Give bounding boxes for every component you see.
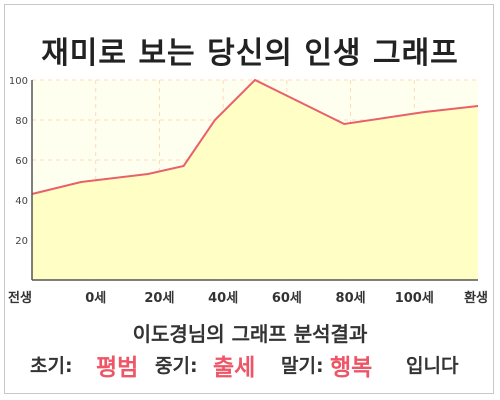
y-tick-label: 20 — [15, 236, 28, 247]
late-label: 말기: — [281, 355, 324, 377]
x-tick-label: 80세 — [336, 291, 366, 306]
middle-label: 중기: — [155, 355, 198, 377]
middle-value: 출세 — [213, 355, 256, 381]
card-frame — [4, 4, 494, 394]
life-area — [32, 80, 478, 280]
x-tick-label: 0세 — [85, 291, 106, 306]
result-ending: 입니다 — [406, 355, 459, 377]
page-title: 재미로 보는 당신의 인생 그래프 — [41, 36, 459, 71]
y-axis-ticks: 20 40 60 80 100 — [9, 76, 28, 247]
result-title: 이도경님의 그래프 분석결과 — [132, 322, 368, 346]
result-summary: 초기: 평범 중기: 출세 말기: 행복 입니다 — [0, 345, 500, 381]
y-tick-label: 60 — [15, 156, 28, 167]
x-tick-label: 100세 — [395, 291, 434, 306]
y-tick-label: 40 — [15, 196, 28, 207]
x-tick-label: 20세 — [144, 291, 174, 306]
x-tick-label: 전생 — [8, 290, 32, 306]
late-value: 행복 — [330, 355, 373, 381]
life-line — [31, 78, 479, 195]
x-tick-label: 40세 — [208, 291, 238, 306]
x-axis-ticks: 전생 0세 20세 40세 60세 80세 100세 환생 — [8, 290, 488, 306]
y-tick-label: 80 — [15, 116, 28, 127]
y-tick-label: 100 — [9, 76, 28, 87]
early-value: 평범 — [96, 355, 139, 381]
x-tick-label: 60세 — [272, 291, 302, 306]
early-label: 초기: — [30, 355, 73, 377]
x-tick-label: 환생 — [464, 290, 488, 306]
